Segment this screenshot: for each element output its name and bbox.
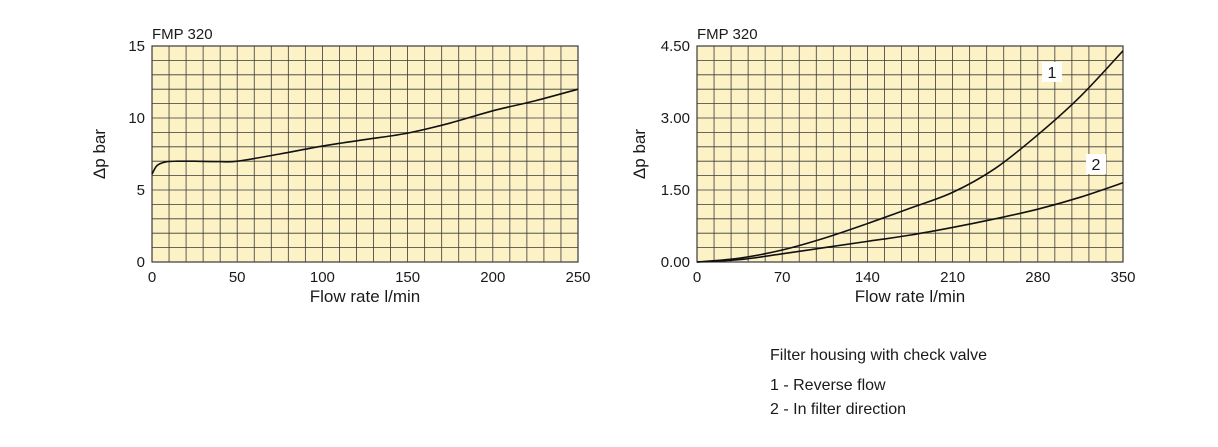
series-line-left	[151, 88, 579, 175]
curve-labels-right: 12	[1042, 62, 1106, 174]
y-axis-label-right: Δp bar	[630, 129, 649, 179]
y-tick-label: 10	[128, 110, 145, 127]
y-tick-label: 3.00	[661, 110, 690, 127]
y-tick-label: 0	[137, 254, 145, 271]
notes-heading: Filter housing with check valve	[770, 347, 987, 364]
ticks-left: 0 50 100 150 200 250 0 5 10 15	[128, 38, 590, 286]
x-axis-label-right: Flow rate l/min	[855, 287, 966, 306]
x-tick-label: 140	[855, 269, 880, 286]
chart-title-right: FMP 320	[697, 26, 758, 43]
y-tick-label: 4.50	[661, 38, 690, 55]
y-tick-label: 5	[137, 182, 145, 199]
x-axis-label-left: Flow rate l/min	[310, 287, 421, 306]
y-tick-label: 0.00	[661, 254, 690, 271]
y-tick-label: 1.50	[661, 182, 690, 199]
plot-area-left	[151, 45, 579, 263]
x-tick-label: 350	[1110, 269, 1135, 286]
x-tick-label: 250	[565, 269, 590, 286]
curve-label-box	[1042, 62, 1062, 82]
grid-left	[151, 45, 579, 263]
curve-label: 1	[1048, 65, 1057, 82]
x-tick-label: 200	[480, 269, 505, 286]
x-tick-label: 50	[229, 269, 246, 286]
y-tick-label: 15	[128, 38, 145, 55]
series-line-2-right	[696, 182, 1124, 263]
notes-item-filter-direction: 2 - In filter direction	[770, 401, 907, 418]
curve-label: 2	[1092, 157, 1101, 174]
notes-item-reverse-flow: 1 - Reverse flow	[770, 377, 886, 394]
chart-left: 0 50 100 150 200 250 0 5 10 15 FMP 320 Flow rate …	[90, 26, 591, 306]
x-tick-label: 100	[310, 269, 335, 286]
x-tick-label: 280	[1025, 269, 1050, 286]
x-tick-label: 0	[693, 269, 701, 286]
x-tick-label: 0	[148, 269, 156, 286]
x-tick-label: 150	[395, 269, 420, 286]
ticks-right: 0 70 140 210 280 350 0.00 1.50 3.00 4.50	[661, 38, 1136, 286]
y-axis-label-left: Δp bar	[90, 129, 109, 179]
x-tick-label: 210	[940, 269, 965, 286]
legend-notes: Filter housing with check valve 1 - Reve…	[770, 344, 987, 422]
chart-title-left: FMP 320	[152, 26, 213, 43]
series-line-1-right	[696, 50, 1124, 263]
curve-label-box	[1086, 154, 1106, 174]
x-tick-label: 70	[774, 269, 791, 286]
